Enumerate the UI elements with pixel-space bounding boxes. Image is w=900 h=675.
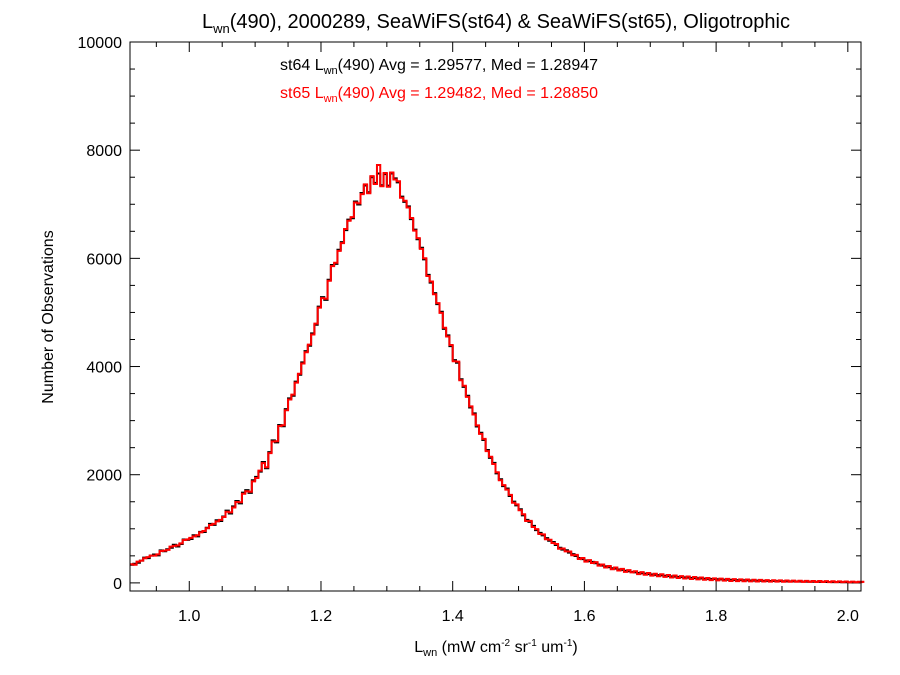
x-tick-label: 1.8 — [705, 608, 727, 625]
series-layer — [130, 164, 865, 584]
annotation-st65-prefix: st65 L — [280, 85, 324, 102]
series-st64-line — [130, 172, 861, 584]
y-axis-label: Number of Observations — [40, 230, 57, 403]
x-axis-label-symbol: L — [414, 639, 423, 656]
x-axis-label-units-3: um — [537, 639, 564, 656]
annotation-st64-prefix: st64 L — [280, 57, 324, 74]
x-axis-label-units-2: sr — [510, 639, 528, 656]
x-tick-label: 1.4 — [442, 608, 464, 625]
x-axis-label-close: ) — [572, 639, 577, 656]
annotation-st64-subscript: wn — [323, 65, 338, 77]
x-tick-label: 1.2 — [310, 608, 332, 625]
y-tick-label: 6000 — [86, 251, 122, 268]
x-axis-label-exp-1: -2 — [501, 638, 510, 649]
chart-title-symbol: L — [202, 11, 213, 33]
annotation-st65-text: (490) Avg = 1.29482, Med = 1.28850 — [338, 85, 598, 102]
x-tick-label: 2.0 — [837, 608, 859, 625]
y-tick-label: 8000 — [86, 143, 122, 160]
axis-ticks: 1.0 1.2 1.4 1.6 1.8 2.0 0 2000 4000 6000 8000 10000 — [78, 35, 861, 625]
x-axis-label-exp-2: -1 — [528, 638, 537, 649]
x-tick-label: 1.0 — [178, 608, 200, 625]
series-st65-line — [130, 164, 865, 584]
chart-title-subscript: wn — [212, 21, 230, 36]
x-tick-label: 1.6 — [573, 608, 595, 625]
x-axis-label: Lwn (mW cm-2 sr-1 um-1) — [414, 638, 577, 659]
annotation-st65: st65 Lwn(490) Avg = 1.29482, Med = 1.288… — [280, 85, 598, 105]
y-tick-label: 10000 — [78, 35, 123, 52]
chart-title: Lwn(490), 2000289, SeaWiFS(st64) & SeaWi… — [202, 11, 790, 36]
y-tick-label: 2000 — [86, 468, 122, 485]
y-tick-label: 4000 — [86, 360, 122, 377]
annotation-st64-text: (490) Avg = 1.29577, Med = 1.28947 — [338, 57, 598, 74]
x-axis-label-subscript: wn — [422, 647, 437, 659]
y-tick-label: 0 — [113, 576, 122, 593]
x-axis-label-units-1: (mW cm — [437, 639, 501, 656]
annotation-st65-subscript: wn — [323, 93, 338, 105]
chart-title-text: (490), 2000289, SeaWiFS(st64) & SeaWiFS(… — [230, 11, 790, 33]
x-axis-label-exp-3: -1 — [563, 638, 572, 649]
annotation-st64: st64 Lwn(490) Avg = 1.29577, Med = 1.289… — [280, 57, 598, 77]
plot-frame — [129, 41, 862, 592]
